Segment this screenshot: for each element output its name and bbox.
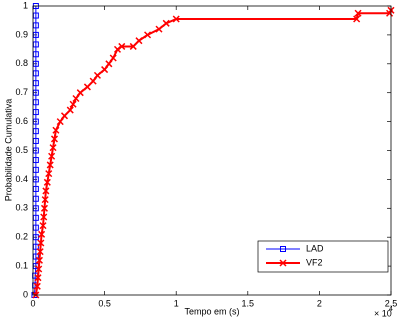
marker	[172, 15, 180, 23]
marker	[72, 94, 80, 103]
marker	[76, 89, 84, 97]
marker	[354, 9, 362, 17]
marker	[129, 42, 137, 50]
marker	[101, 66, 109, 74]
y-tick-label: 0.7	[15, 87, 28, 97]
marker	[35, 265, 43, 273]
y-tick-label: 1	[23, 0, 28, 10]
marker	[46, 161, 54, 169]
marker	[113, 45, 122, 53]
y-tick-label: 0.4	[15, 174, 28, 184]
marker	[49, 144, 57, 152]
marker	[105, 60, 113, 68]
marker	[83, 83, 91, 91]
marker	[60, 112, 69, 120]
marker	[280, 246, 286, 252]
legend: LAD VF2	[257, 240, 389, 273]
marker	[109, 54, 117, 62]
y-tick-label: 0.6	[15, 116, 28, 126]
marker	[40, 213, 48, 221]
y-tick-label: 0.9	[15, 29, 28, 39]
x-axis-label: Tempo em (s)	[184, 306, 239, 316]
y-tick-label: 0.3	[15, 203, 28, 213]
marker	[144, 31, 152, 39]
y-tick-label: 0.2	[15, 232, 28, 242]
y-tick-label: 0.1	[15, 260, 28, 270]
marker	[42, 187, 50, 195]
legend-label: LAD	[306, 243, 324, 253]
legend-label: VF2	[306, 257, 323, 267]
marker	[34, 274, 42, 282]
marker	[353, 15, 361, 23]
marker	[69, 100, 77, 108]
marker	[279, 259, 287, 267]
y-tick-label: 0	[23, 289, 28, 299]
axes-box	[32, 5, 392, 296]
marker	[52, 126, 60, 134]
x-tick-label: 0.5	[98, 298, 111, 308]
x-tick-label: 1.5	[242, 298, 255, 308]
marker	[40, 204, 48, 212]
marker	[89, 77, 97, 85]
y-tick-label: 0.5	[15, 145, 28, 155]
x-multiplier-exponent: 4	[389, 306, 393, 313]
marker	[43, 178, 51, 186]
marker	[118, 42, 126, 50]
marker	[33, 282, 41, 290]
legend-box	[257, 240, 389, 273]
marker	[66, 106, 74, 114]
y-tick-label: 0.8	[15, 58, 28, 68]
x-tick-label: 0	[30, 298, 35, 308]
marker	[35, 256, 43, 264]
marker	[56, 118, 64, 126]
series-line	[33, 6, 37, 296]
marker	[155, 25, 163, 33]
x-tick-label: 2	[317, 298, 322, 308]
marker	[36, 248, 44, 256]
marker	[162, 19, 170, 27]
marker	[48, 152, 56, 160]
x-multiplier: × 10	[374, 308, 392, 318]
marker	[50, 135, 59, 143]
marker	[37, 239, 45, 247]
marker	[38, 230, 46, 238]
marker	[41, 196, 49, 204]
x-tick-label: 1	[174, 298, 179, 308]
marker	[135, 37, 143, 45]
marker	[93, 71, 101, 79]
x-tick-label: 2.5	[385, 298, 398, 308]
marker	[45, 170, 53, 178]
y-axis-label: Probabilidade Cumulativa	[3, 99, 13, 202]
marker	[39, 222, 47, 230]
